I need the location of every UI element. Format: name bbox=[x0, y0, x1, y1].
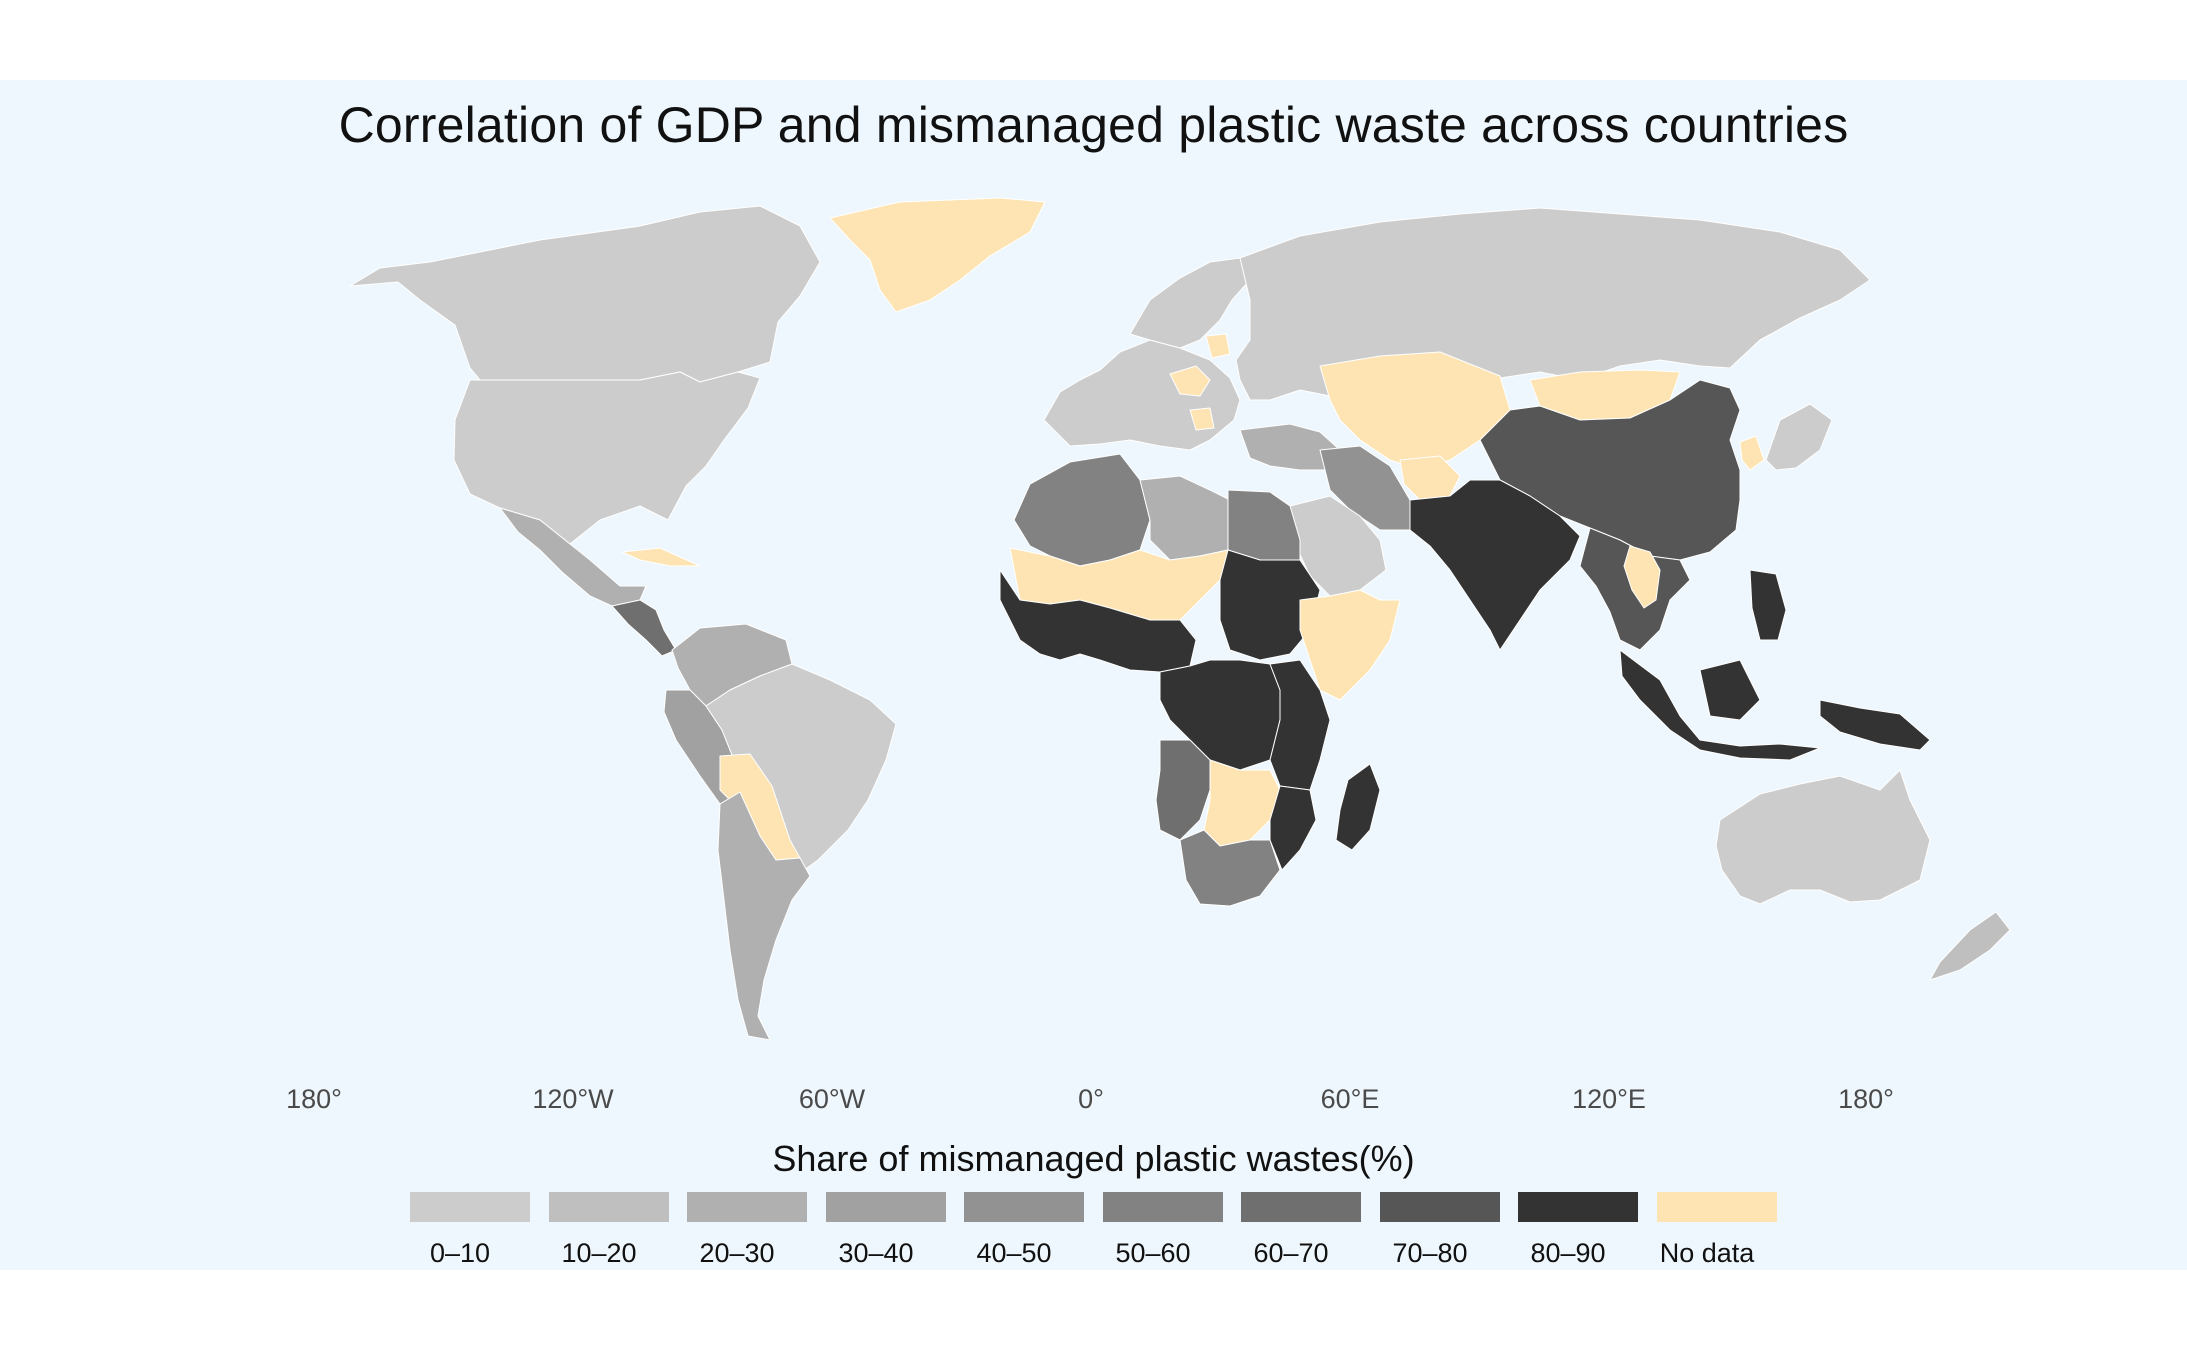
longitude-label-180e: 180° bbox=[1838, 1084, 1894, 1114]
legend-key-0-10 bbox=[410, 1192, 530, 1222]
legend-label-60-70: 60–70 bbox=[1253, 1238, 1329, 1268]
map-title: Correlation of GDP and mismanaged plasti… bbox=[338, 97, 1849, 153]
country-eastern-europe-partial bbox=[1169, 333, 1231, 431]
legend-title: Share of mismanaged plastic wastes(%) bbox=[772, 1138, 1415, 1179]
legend-key-70-80 bbox=[1380, 1192, 1500, 1222]
longitude-label-0: 0° bbox=[1078, 1084, 1104, 1114]
country-greenland bbox=[829, 197, 1046, 313]
country-united-states bbox=[453, 371, 761, 545]
legend-label-0-10: 0–10 bbox=[429, 1238, 491, 1268]
longitude-label-60e: 60°E bbox=[1320, 1084, 1380, 1114]
legend-key-20-30 bbox=[687, 1192, 807, 1222]
country-western-europe bbox=[1043, 339, 1241, 451]
country-korea bbox=[1739, 435, 1765, 471]
country-morocco-algeria bbox=[1013, 453, 1151, 567]
legend-label-80-90: 80–90 bbox=[1530, 1238, 1606, 1268]
country-mozambique bbox=[1269, 785, 1317, 871]
legend-label-70-80: 70–80 bbox=[1392, 1238, 1468, 1268]
legend-key-40-50 bbox=[964, 1192, 1084, 1222]
legend-key-10-20 bbox=[549, 1192, 669, 1222]
country-ethiopia-somalia bbox=[1299, 589, 1401, 701]
longitude-label-60w: 60°W bbox=[798, 1084, 866, 1114]
longitude-label-120w: 120°W bbox=[532, 1084, 614, 1114]
country-australia bbox=[1715, 769, 1931, 905]
country-madagascar bbox=[1335, 763, 1381, 851]
country-libya bbox=[1139, 475, 1231, 561]
legend-key-80-90 bbox=[1518, 1192, 1638, 1222]
legend-label-30-40: 30–40 bbox=[838, 1238, 914, 1268]
legend-key-50-60 bbox=[1103, 1192, 1223, 1222]
legend-label-50-60: 50–60 bbox=[1115, 1238, 1191, 1268]
legend-label-no-data: No data bbox=[1659, 1238, 1755, 1268]
country-thailand bbox=[1623, 545, 1661, 609]
longitude-label-120e: 120°E bbox=[1572, 1084, 1646, 1114]
country-angola bbox=[1155, 739, 1211, 841]
country-egypt bbox=[1227, 489, 1301, 561]
country-southern-africa-partial bbox=[1203, 759, 1281, 847]
legend-key-no-data bbox=[1657, 1192, 1777, 1222]
country-papua-new-guinea bbox=[1819, 699, 1931, 751]
country-canada bbox=[349, 205, 821, 383]
legend-key-60-70 bbox=[1241, 1192, 1361, 1222]
country-saudi-arabia bbox=[1289, 495, 1387, 597]
legend-key-30-40 bbox=[826, 1192, 946, 1222]
country-argentina-chile bbox=[717, 791, 811, 1041]
country-indonesia-philippines bbox=[1619, 569, 1821, 761]
legend-label-20-30: 20–30 bbox=[699, 1238, 775, 1268]
country-cuba bbox=[621, 547, 701, 567]
country-scandinavia bbox=[1129, 257, 1251, 349]
longitude-label-180w: 180° bbox=[286, 1084, 342, 1114]
country-south-africa bbox=[1179, 829, 1281, 907]
country-japan bbox=[1765, 403, 1833, 471]
legend-label-40-50: 40–50 bbox=[976, 1238, 1052, 1268]
legend-label-10-20: 10–20 bbox=[561, 1238, 637, 1268]
country-pakistan-india bbox=[1409, 479, 1581, 651]
country-central-america bbox=[611, 599, 677, 657]
country-china bbox=[1479, 379, 1741, 561]
country-kazakhstan-central-asia bbox=[1319, 351, 1511, 471]
country-new-zealand bbox=[1929, 911, 2011, 981]
country-afghanistan-tajikistan bbox=[1399, 455, 1461, 501]
country-sudan bbox=[1219, 549, 1321, 661]
